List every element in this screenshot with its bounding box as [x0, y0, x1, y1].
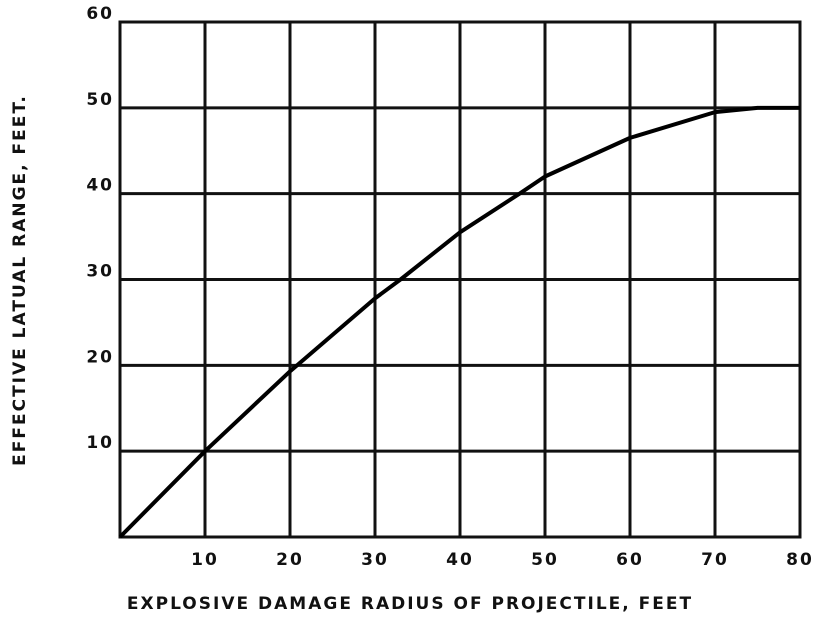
line	[118, 105, 800, 539]
x-tick-label: 20	[276, 550, 304, 570]
y-tick-label: 50	[86, 90, 114, 110]
y-tick-label: 60	[86, 4, 114, 24]
x-tick-label: 10	[191, 550, 219, 570]
x-tick-label: 60	[616, 550, 644, 570]
x-tick-label: 80	[786, 550, 814, 570]
y-tick-label: 10	[86, 433, 114, 453]
y-tick-label: 40	[86, 176, 114, 196]
x-tick-label: 70	[701, 550, 729, 570]
y-axis-label: EFFECTIVE LATUAL RANGE, FEET.	[10, 94, 30, 466]
y-tick-label: 30	[86, 262, 114, 282]
x-axis-label: EXPLOSIVE DAMAGE RADIUS OF PROJECTILE, F…	[127, 594, 693, 614]
x-tick-label: 30	[361, 550, 389, 570]
x-tick-label: 50	[531, 550, 559, 570]
x-tick-label: 40	[446, 550, 474, 570]
y-tick-label: 20	[86, 347, 114, 367]
